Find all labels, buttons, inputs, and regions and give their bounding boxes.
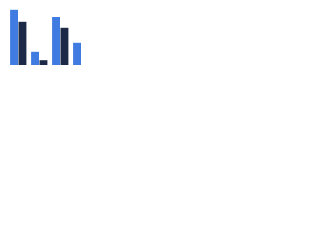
bar: [18, 21, 27, 65]
chart: [10, 9, 81, 66]
bar: [52, 17, 60, 65]
bar: [73, 42, 81, 65]
bar: [60, 27, 69, 65]
bar: [39, 60, 48, 65]
page: (() => { const data = JSON.parse(documen…: [0, 0, 320, 71]
bar: [31, 51, 39, 65]
bar: [10, 9, 18, 66]
